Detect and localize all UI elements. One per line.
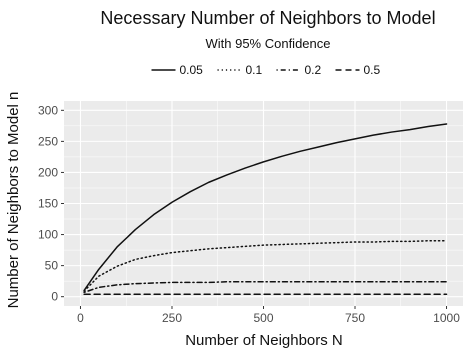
series-line-0_05 — [83, 123, 448, 292]
chart-title: Necessary Number of Neighbors to Model — [100, 8, 435, 28]
legend-label: 0.5 — [364, 63, 381, 77]
legend-label: 0.05 — [180, 63, 204, 77]
x-axis-ticks: 0 250 500 750 1000 — [77, 306, 460, 325]
series-line-0_1 — [83, 240, 448, 292]
grid — [64, 101, 463, 306]
y-tick-label: 250 — [38, 134, 58, 148]
chart-subtitle: With 95% Confidence — [205, 36, 330, 51]
y-tick-label: 0 — [51, 290, 58, 304]
x-tick-label: 750 — [345, 311, 365, 325]
x-tick-label: 1000 — [433, 311, 460, 325]
y-tick-label: 150 — [38, 197, 58, 211]
y-tick-label: 200 — [38, 165, 58, 179]
x-tick-label: 500 — [253, 311, 273, 325]
y-tick-label: 100 — [38, 228, 58, 242]
legend-label: 0.1 — [246, 63, 263, 77]
y-tick-label: 50 — [45, 259, 59, 273]
legend: 0.05 0.1 0.2 0.5 — [151, 63, 381, 77]
x-tick-label: 0 — [77, 311, 84, 325]
series-lines — [83, 123, 448, 295]
legend-label: 0.2 — [305, 63, 322, 77]
y-tick-label: 300 — [38, 103, 58, 117]
y-axis-ticks: 0 50 100 150 200 250 300 — [38, 103, 64, 304]
series-line-0_2 — [83, 281, 448, 294]
x-tick-label: 250 — [162, 311, 182, 325]
x-axis-title: Number of Neighbors N — [185, 332, 343, 349]
y-axis-title: Number of Neighbors to Model n — [5, 92, 22, 309]
